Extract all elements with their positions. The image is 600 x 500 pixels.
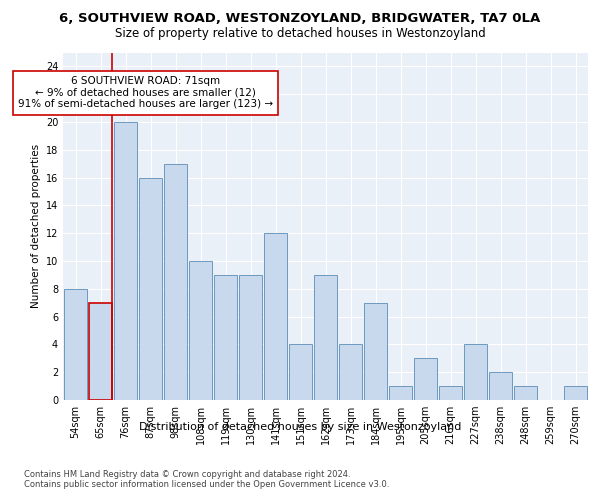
Bar — [489, 372, 512, 400]
Bar — [264, 233, 287, 400]
Bar — [164, 164, 187, 400]
Text: Distribution of detached houses by size in Westonzoyland: Distribution of detached houses by size … — [139, 422, 461, 432]
Bar — [339, 344, 362, 400]
Text: Size of property relative to detached houses in Westonzoyland: Size of property relative to detached ho… — [115, 28, 485, 40]
Bar — [464, 344, 487, 400]
Bar — [364, 302, 387, 400]
Bar — [439, 386, 462, 400]
Bar — [564, 386, 587, 400]
Bar — [289, 344, 312, 400]
Bar — [239, 275, 262, 400]
Bar — [189, 261, 212, 400]
Bar — [514, 386, 537, 400]
Bar — [414, 358, 437, 400]
Bar — [314, 275, 337, 400]
Text: Contains HM Land Registry data © Crown copyright and database right 2024.
Contai: Contains HM Land Registry data © Crown c… — [24, 470, 389, 490]
Bar — [114, 122, 137, 400]
Text: 6 SOUTHVIEW ROAD: 71sqm
← 9% of detached houses are smaller (12)
91% of semi-det: 6 SOUTHVIEW ROAD: 71sqm ← 9% of detached… — [18, 76, 273, 110]
Bar — [64, 289, 87, 400]
Bar — [389, 386, 412, 400]
Y-axis label: Number of detached properties: Number of detached properties — [31, 144, 41, 308]
Bar — [89, 302, 112, 400]
Bar — [139, 178, 162, 400]
Text: 6, SOUTHVIEW ROAD, WESTONZOYLAND, BRIDGWATER, TA7 0LA: 6, SOUTHVIEW ROAD, WESTONZOYLAND, BRIDGW… — [59, 12, 541, 26]
Bar — [214, 275, 237, 400]
